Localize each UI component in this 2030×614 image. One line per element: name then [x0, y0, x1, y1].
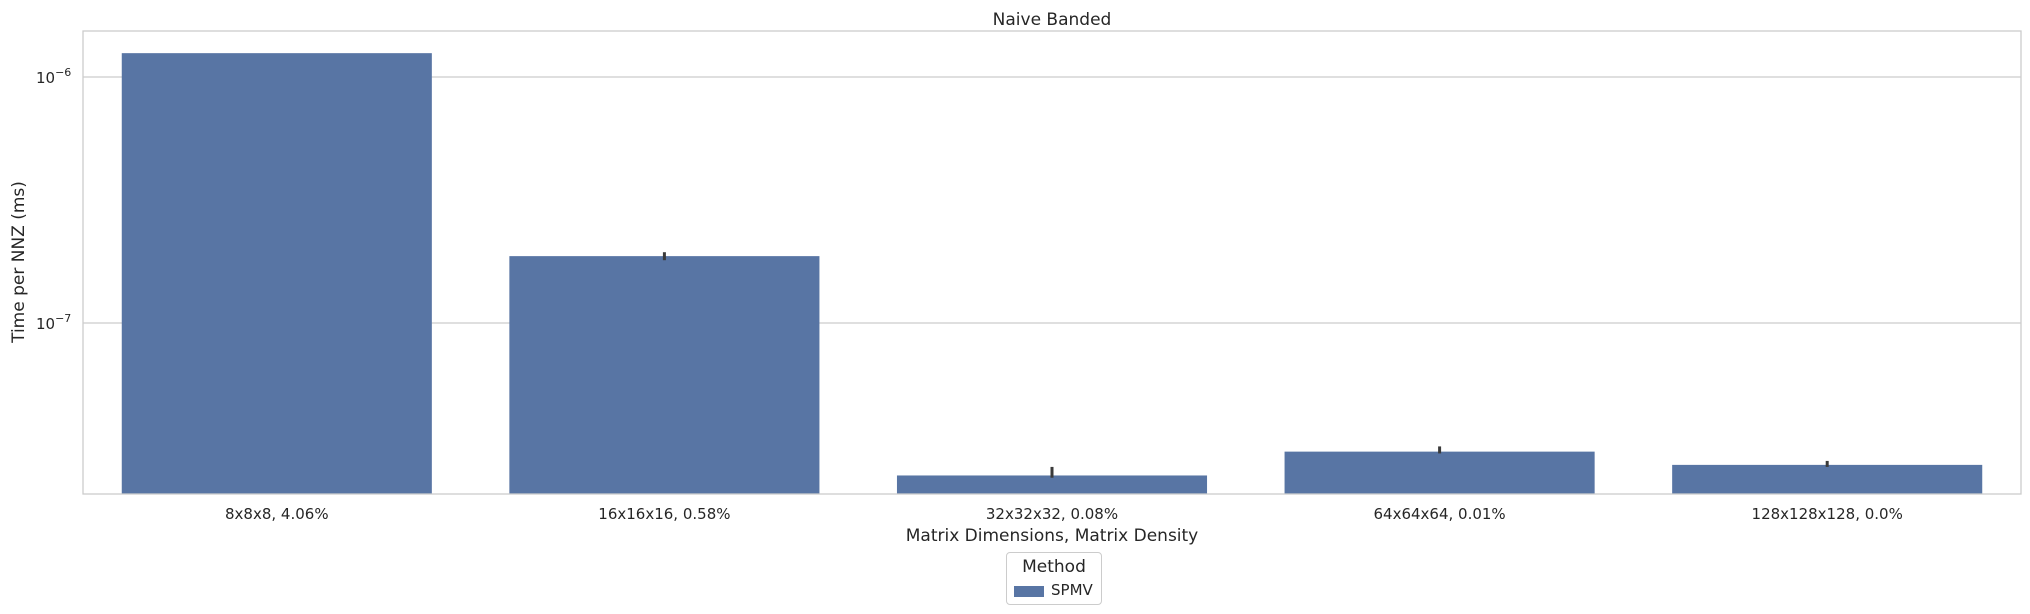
x-tick-label: 8x8x8, 4.06%	[225, 505, 329, 523]
bar	[1284, 451, 1595, 494]
bar	[1672, 464, 1983, 494]
plot-frame	[82, 30, 2022, 495]
y-tick-label: 10−6	[36, 66, 71, 87]
y-tick-label: 10−7	[36, 312, 71, 333]
x-tick-label: 64x64x64, 0.01%	[1373, 505, 1505, 523]
legend-swatch-spmv	[1014, 586, 1044, 597]
error-bars	[662, 252, 1829, 478]
x-tick-label: 16x16x16, 0.58%	[598, 505, 730, 523]
bar	[509, 256, 820, 494]
legend: Method SPMV	[1006, 552, 1102, 605]
legend-label-spmv: SPMV	[1051, 581, 1093, 599]
y-axis-label: Time per NNZ (ms)	[9, 181, 29, 344]
bars	[121, 53, 1983, 495]
chart-title: Naive Banded	[993, 10, 1112, 30]
legend-title: Method	[1022, 557, 1086, 577]
bar	[121, 53, 432, 495]
x-tick-label: 128x128x128, 0.0%	[1752, 505, 1903, 523]
x-tick-labels: 8x8x8, 4.06% 16x16x16, 0.58% 32x32x32, 0.0…	[225, 505, 1903, 523]
bar	[896, 475, 1208, 494]
x-tick-label: 32x32x32, 0.08%	[986, 505, 1118, 523]
y-tick-labels: 10−7 10−6	[36, 66, 71, 333]
x-axis-label: Matrix Dimensions, Matrix Density	[906, 526, 1199, 546]
